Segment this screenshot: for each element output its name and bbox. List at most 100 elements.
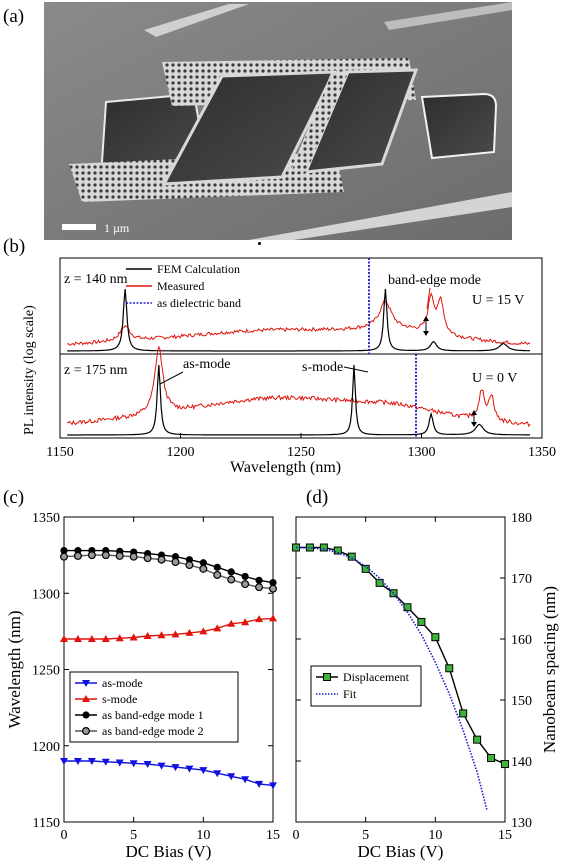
data-point	[129, 760, 138, 768]
band-edge-label: band-edge mode	[388, 273, 481, 288]
series-3	[59, 551, 278, 593]
measured-curve-top	[67, 292, 531, 347]
data-point	[319, 543, 328, 552]
panel-label-b: (b)	[3, 236, 26, 257]
data-point	[241, 776, 250, 784]
series-line	[64, 617, 274, 640]
data-point	[323, 673, 331, 681]
data-point	[347, 552, 356, 561]
spectra-ylabel: PL intensity (log scale)	[22, 305, 37, 435]
data-point	[157, 555, 166, 564]
as-mode-label: as-mode	[183, 357, 230, 372]
legend: as-mode s-mode as band-edge mode 1 as band-…	[69, 671, 239, 743]
data-point	[445, 664, 454, 673]
panel-label-d: (d)	[306, 487, 329, 508]
stray-dot	[258, 242, 261, 245]
y-axis-label: Nanobeam spacing (nm)	[540, 586, 559, 753]
data-point	[417, 617, 426, 626]
ytick-label: 1200	[32, 740, 60, 755]
xtick-label: 0	[293, 828, 300, 843]
data-point	[59, 552, 68, 561]
series-1	[295, 546, 488, 811]
data-point	[199, 627, 208, 635]
x-axis-label: DC Bias (V)	[126, 842, 212, 861]
legend-label: as band-edge mode 2	[102, 724, 204, 738]
data-point	[487, 753, 496, 762]
z-top-label: z = 140 nm	[64, 272, 128, 287]
ytick-label: 140	[511, 755, 532, 770]
spectra-xtick-label: 1350	[528, 445, 556, 460]
data-point	[157, 631, 166, 639]
data-point	[473, 735, 482, 744]
chart-c: 0 5 10 15 1150 1200 1250 1300 1350 DC Bias (V) Wav…	[5, 511, 280, 861]
data-point	[227, 773, 236, 781]
data-point	[60, 758, 68, 765]
z-bottom-label: z = 175 nm	[64, 363, 128, 378]
data-point	[255, 576, 263, 584]
legend-label: s-mode	[102, 692, 137, 706]
data-point	[269, 584, 278, 593]
series-line	[296, 546, 506, 765]
plot-frame	[295, 516, 506, 823]
panel-label-c: (c)	[3, 487, 25, 508]
spectra-xtick-label: 1200	[167, 445, 195, 460]
ytick-label: 130	[511, 816, 532, 831]
legend-box	[69, 671, 239, 743]
data-point	[87, 758, 96, 765]
data-point	[333, 546, 342, 555]
xtick-label: 5	[130, 828, 137, 843]
ytick-label: 1150	[33, 816, 60, 831]
data-point	[213, 770, 222, 778]
xtick-label: 10	[196, 828, 210, 843]
ytick-label: 1250	[32, 664, 60, 679]
series-line	[64, 549, 274, 584]
data-point	[213, 570, 222, 579]
data-point	[143, 631, 152, 639]
data-point	[213, 563, 221, 571]
data-point	[115, 634, 124, 642]
data-point	[199, 564, 208, 573]
legend-box	[310, 665, 422, 707]
series-1	[60, 614, 277, 642]
xtick-label: 5	[362, 828, 369, 843]
plot-frame	[63, 516, 274, 823]
data-point	[213, 624, 222, 632]
data-point	[101, 551, 110, 560]
data-point	[73, 551, 82, 560]
data-point	[227, 575, 236, 584]
data-point	[81, 727, 90, 736]
legend-measured: Measured	[157, 279, 204, 293]
data-point	[185, 561, 194, 570]
data-point	[361, 564, 370, 573]
spectra-xtick-label: 1300	[408, 445, 436, 460]
ytick-label: 160	[511, 633, 532, 648]
data-point	[73, 758, 82, 765]
scale-bar-label: 1 µm	[104, 221, 130, 235]
data-point	[82, 680, 90, 687]
xtick-label: 0	[61, 828, 68, 843]
fem-curve-bottom	[67, 364, 530, 436]
series-line	[64, 760, 274, 787]
fem-curve-top	[67, 288, 530, 352]
ytick-label: 180	[511, 511, 532, 526]
legend-band: as dielectric band	[157, 296, 241, 310]
ytick-label: 170	[511, 572, 532, 587]
data-point	[171, 630, 180, 638]
data-point	[255, 615, 264, 623]
spectra-legend: FEM Calculation Measured as dielectric b…	[126, 262, 241, 310]
data-point	[82, 695, 90, 702]
measured-curve-bottom	[66, 345, 531, 428]
data-point	[227, 619, 236, 627]
data-point	[60, 635, 68, 642]
panel-label-a: (a)	[3, 6, 25, 27]
ytick-label: 1350	[32, 511, 60, 526]
data-point	[129, 633, 138, 641]
data-point	[60, 546, 68, 555]
data-point	[241, 618, 250, 626]
legend-label: as band-edge mode 1	[102, 708, 204, 722]
y-axis-label: Wavelength (nm)	[5, 610, 24, 728]
spectra-xtick-label: 1150	[46, 445, 73, 460]
data-point	[171, 557, 180, 566]
series-line	[295, 546, 488, 811]
